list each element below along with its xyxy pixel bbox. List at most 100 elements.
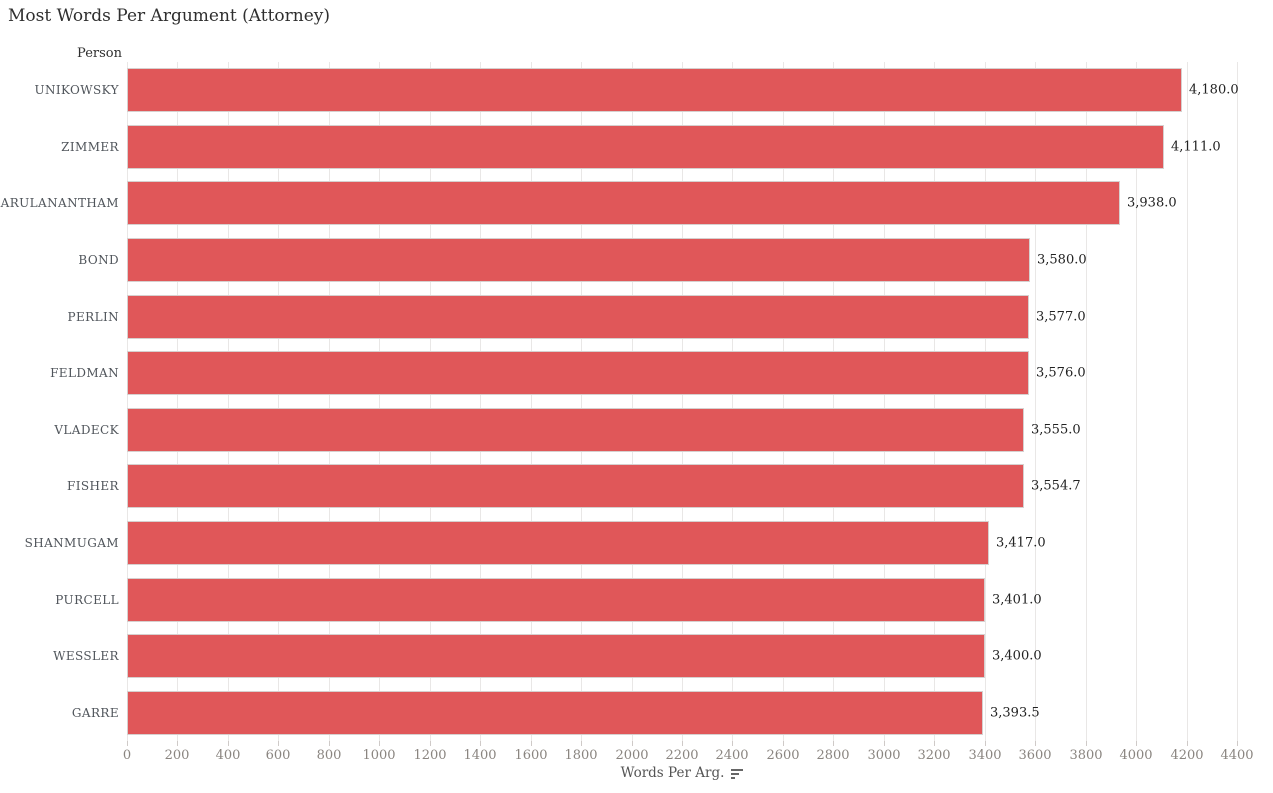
x-tick-label: 400 <box>215 748 241 763</box>
bar[interactable] <box>127 691 983 735</box>
plot-area: 4,180.0 4,111.0 3,938.0 3,580.0 3,577.0 3,576… <box>127 62 1240 741</box>
gridline <box>934 62 935 741</box>
gridline <box>1086 62 1087 741</box>
tick-mark <box>228 741 229 746</box>
tick-mark <box>833 741 834 746</box>
bar[interactable] <box>127 351 1029 395</box>
x-tick-label: 2000 <box>615 748 649 763</box>
category-label: GARRE <box>71 706 119 720</box>
x-tick-label: 2800 <box>816 748 850 763</box>
bar-value-label: 3,576.0 <box>1036 365 1086 381</box>
bar[interactable] <box>127 464 1024 508</box>
bar[interactable] <box>127 68 1182 112</box>
bar-value-label: 4,111.0 <box>1171 139 1221 155</box>
gridline <box>1136 62 1137 741</box>
bar[interactable] <box>127 181 1120 225</box>
category-label: PERLIN <box>67 310 119 324</box>
x-tick-label: 600 <box>265 748 291 763</box>
gridline <box>228 62 229 741</box>
gridline <box>682 62 683 741</box>
x-tick-label: 4200 <box>1170 748 1204 763</box>
gridline <box>127 62 128 741</box>
tick-mark <box>1035 741 1036 746</box>
gridline <box>732 62 733 741</box>
x-axis: 0 200 400 600 800 1000 1200 1400 1600 1800 2000 220… <box>123 741 1254 767</box>
bar[interactable] <box>127 295 1029 339</box>
x-tick-label: 0 <box>122 748 132 763</box>
bar[interactable] <box>127 125 1164 169</box>
gridline <box>1187 62 1188 741</box>
tick-mark <box>1136 741 1137 746</box>
gridline <box>329 62 330 741</box>
x-tick-label: 1800 <box>564 748 598 763</box>
bar-value-label: 3,555.0 <box>1031 422 1081 438</box>
tick-mark <box>632 741 633 746</box>
x-tick-label: 2200 <box>665 748 699 763</box>
x-tick-label: 3000 <box>867 748 901 763</box>
x-tick-label: 1200 <box>413 748 447 763</box>
category-label: FISHER <box>67 479 119 493</box>
category-label: ZIMMER <box>61 140 119 154</box>
tick-mark <box>379 741 380 746</box>
tick-mark <box>278 741 279 746</box>
bar-value-label: 3,577.0 <box>1036 309 1086 325</box>
bar-value-label: 4,180.0 <box>1189 82 1239 98</box>
x-tick-label: 3400 <box>968 748 1002 763</box>
x-tick-label: 4000 <box>1119 748 1153 763</box>
bar-value-label: 3,554.7 <box>1031 478 1081 494</box>
tick-mark <box>884 741 885 746</box>
bar-value-label: 3,401.0 <box>992 592 1042 608</box>
tick-mark <box>783 741 784 746</box>
gridline <box>581 62 582 741</box>
tick-mark <box>1086 741 1087 746</box>
gridline <box>177 62 178 741</box>
bar[interactable] <box>127 408 1024 452</box>
bar[interactable] <box>127 634 985 678</box>
tick-mark <box>682 741 683 746</box>
bar[interactable] <box>127 238 1030 282</box>
category-label: ARULANANTHAM <box>0 196 119 210</box>
bar-value-label: 3,580.0 <box>1037 252 1087 268</box>
tick-mark <box>531 741 532 746</box>
tick-mark <box>581 741 582 746</box>
gridline <box>985 62 986 741</box>
gridline <box>783 62 784 741</box>
gridline <box>278 62 279 741</box>
x-tick-label: 3200 <box>917 748 951 763</box>
x-axis-title: Words Per Arg. <box>127 765 1237 781</box>
category-label: PURCELL <box>55 593 119 607</box>
x-tick-label: 3800 <box>1069 748 1103 763</box>
category-label: FELDMAN <box>50 366 119 380</box>
x-tick-label: 4400 <box>1220 748 1254 763</box>
category-label: BOND <box>78 253 119 267</box>
gridline <box>480 62 481 741</box>
gridline <box>1237 62 1238 741</box>
bar-value-label: 3,938.0 <box>1127 195 1177 211</box>
tick-mark <box>1187 741 1188 746</box>
tick-mark <box>430 741 431 746</box>
gridline <box>833 62 834 741</box>
bar-value-label: 3,393.5 <box>990 705 1040 721</box>
gridline <box>632 62 633 741</box>
gridline <box>430 62 431 741</box>
tick-mark <box>177 741 178 746</box>
bar-value-label: 3,400.0 <box>992 648 1042 664</box>
x-tick-label: 1600 <box>514 748 548 763</box>
x-tick-label: 1400 <box>463 748 497 763</box>
x-tick-label: 1000 <box>362 748 396 763</box>
sort-descending-icon[interactable] <box>731 769 744 779</box>
chart-title: Most Words Per Argument (Attorney) <box>8 6 331 26</box>
x-tick-label: 2400 <box>715 748 749 763</box>
tick-mark <box>1237 741 1238 746</box>
bar[interactable] <box>127 578 985 622</box>
gridline <box>379 62 380 741</box>
bar[interactable] <box>127 521 989 565</box>
category-label: UNIKOWSKY <box>34 83 119 97</box>
tick-mark <box>329 741 330 746</box>
category-label: VLADECK <box>54 423 119 437</box>
x-tick-label: 3600 <box>1018 748 1052 763</box>
category-label: WESSLER <box>53 649 119 663</box>
tick-mark <box>985 741 986 746</box>
tick-mark <box>934 741 935 746</box>
